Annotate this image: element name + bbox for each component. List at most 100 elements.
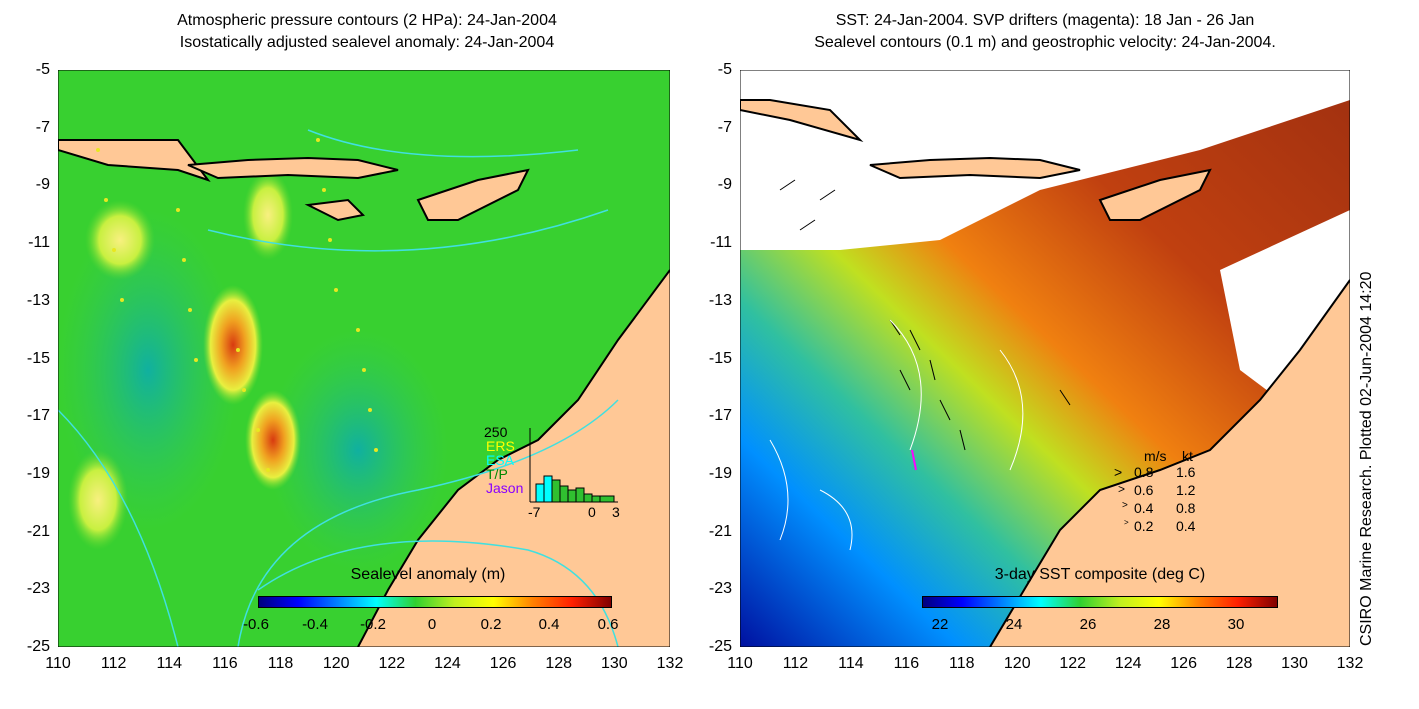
latitude-tick-label: -9 — [35, 176, 50, 194]
longitude-tick-label: 116 — [212, 655, 238, 672]
legend-kt-2: 0.8 — [1176, 500, 1196, 516]
legend-kt-3: 0.4 — [1176, 518, 1196, 534]
longitude-tick-label: 112 — [100, 655, 127, 672]
legend-ms-2: 0.4 — [1134, 500, 1154, 516]
nusa-tenggara-islands — [187, 156, 399, 180]
latitude-tick-label: -13 — [708, 291, 732, 309]
sealevel-map-graphic — [57, 69, 671, 648]
java-island — [57, 139, 211, 182]
sealevel-anomaly-map: 250 ERS ESA T/P Jason -7 0 3 Sealevel an… — [57, 69, 671, 648]
latitude-tick-label: -25 — [26, 638, 50, 655]
high-anomaly-patch — [85, 200, 155, 280]
sealevel-cb-tick: -0.4 — [302, 616, 328, 633]
histogram-x-tick-zero: 0 — [588, 504, 596, 520]
longitude-tick-label: 122 — [1059, 655, 1087, 672]
latitude-tick-label: -25 — [708, 638, 732, 655]
sst-cb-tick: 22 — [931, 616, 949, 633]
longitude-tick-label: 120 — [322, 655, 350, 672]
sealevel-colorbar — [258, 596, 612, 608]
longitude-tick-label: 132 — [656, 655, 684, 672]
left-title-line2: Isostatically adjusted sealevel anomaly:… — [179, 34, 555, 51]
latitude-tick-label: -5 — [717, 61, 732, 78]
anomaly-hotspot-1 — [203, 285, 263, 405]
longitude-tick-label: 130 — [601, 655, 628, 672]
pressure-contour-1 — [57, 409, 179, 648]
sst-cb-tick: 24 — [1005, 616, 1023, 633]
timor-island — [1098, 168, 1212, 221]
longitude-tick-label: 132 — [1336, 655, 1364, 672]
longitude-tick-label: 114 — [156, 655, 183, 672]
histogram-bars — [529, 428, 618, 503]
latitude-tick-label: -19 — [708, 464, 732, 482]
longitude-tick-label: 124 — [434, 655, 461, 672]
longitude-tick-label: 112 — [782, 655, 809, 672]
sst-map: m/s kt > 0.8 1.6 > 0.6 1.2 > 0.4 0.8 > 0… — [739, 69, 1351, 648]
left-title-line1: Atmospheric pressure contours (2 HPa): 2… — [177, 12, 557, 29]
sealevel-cb-tick: -0.6 — [243, 616, 269, 633]
sst-cb-tick: 30 — [1227, 616, 1245, 633]
latitude-tick-label: -21 — [26, 522, 50, 540]
longitude-tick-label: 122 — [378, 655, 406, 672]
velocity-legend: m/s kt > 0.8 1.6 > 0.6 1.2 > 0.4 0.8 > 0… — [1110, 446, 1220, 542]
sst-cb-tick: 28 — [1153, 616, 1171, 633]
sst-map-graphic — [739, 69, 1351, 648]
right-title-line1: SST: 24-Jan-2004. SVP drifters (magenta)… — [835, 12, 1255, 29]
high-anomaly-patch-2 — [243, 170, 293, 260]
low-anomaly-region-2 — [268, 330, 448, 570]
longitude-tick-label: 110 — [727, 655, 753, 672]
credit-note: CSIRO Marine Research. Plotted 02-Jun-20… — [1358, 271, 1375, 646]
right-map-title: SST: 24-Jan-2004. SVP drifters (magenta)… — [740, 10, 1350, 54]
arrow-icon: > — [1114, 464, 1123, 480]
longitude-tick-label: 128 — [545, 655, 573, 672]
latitude-tick-label: -9 — [717, 176, 732, 194]
latitude-tick-label: -11 — [710, 234, 732, 252]
geostrophic-velocity-vectors — [779, 179, 1071, 451]
longitude-tick-label: 124 — [1114, 655, 1142, 672]
histogram-sat-tp: T/P — [486, 466, 508, 482]
latitude-tick-label: -15 — [708, 349, 732, 367]
latitude-tick-label: -7 — [35, 118, 50, 136]
latitude-tick-label: -19 — [26, 464, 50, 482]
latitude-tick-label: -13 — [26, 291, 50, 309]
sealevel-cb-tick: 0 — [427, 616, 437, 633]
sealevel-cb-tick: -0.2 — [360, 616, 386, 633]
longitude-tick-label: 120 — [1003, 655, 1031, 672]
timor-island — [416, 168, 530, 221]
longitude-tick-label: 126 — [489, 655, 517, 672]
sealevel-cb-tick: 0.6 — [597, 616, 619, 633]
longitude-tick-label: 130 — [1281, 655, 1308, 672]
longitude-tick-label: 118 — [949, 655, 975, 672]
longitude-tick-label: 126 — [1170, 655, 1197, 672]
histogram-max-label: 250 — [484, 424, 508, 440]
histogram-sat-jason: Jason — [486, 480, 524, 496]
australia-landmass — [358, 270, 670, 647]
longitude-tick-label: 118 — [267, 655, 294, 672]
latitude-tick-label: -17 — [708, 407, 732, 425]
cloud-mask-north — [740, 70, 1350, 250]
australia-coastline — [357, 269, 671, 648]
histogram-x-tick-min: -7 — [528, 504, 541, 520]
legend-ms-1: 0.6 — [1134, 482, 1154, 498]
left-map-title: Atmospheric pressure contours (2 HPa): 2… — [60, 10, 674, 54]
anomaly-hotspot-2 — [245, 390, 301, 490]
legend-kt-0: 1.6 — [1176, 464, 1196, 480]
sst-colorbar — [922, 596, 1278, 608]
pressure-contour-4 — [207, 209, 609, 252]
high-anomaly-patch-3 — [68, 450, 128, 550]
nusa-tenggara-islands — [869, 156, 1081, 180]
longitude-tick-label: 114 — [838, 655, 864, 672]
latitude-tick-label: -23 — [26, 580, 50, 598]
australia-coastline — [989, 279, 1351, 648]
satellite-histogram: 250 ERS ESA T/P Jason -7 0 3 — [482, 424, 622, 524]
arrow-icon: > — [1124, 518, 1129, 527]
sumba-island — [304, 198, 366, 222]
pressure-contour-2 — [237, 399, 619, 648]
sst-colorbar-title: 3-day SST composite (deg C) — [994, 566, 1206, 583]
pressure-contour-5 — [307, 129, 579, 158]
latitude-tick-label: -7 — [717, 118, 732, 136]
sealevel-cb-tick: 0.2 — [480, 616, 502, 633]
histogram-sat-ers: ERS — [486, 438, 515, 454]
sealevel-colorbar-title: Sealevel anomaly (m) — [350, 566, 506, 583]
longitude-tick-label: 128 — [1225, 655, 1253, 672]
longitude-tick-label: 116 — [893, 655, 920, 672]
